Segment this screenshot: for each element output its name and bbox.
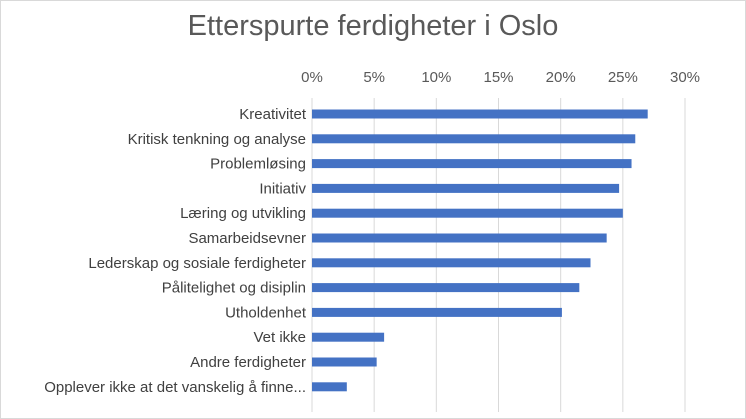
bar	[312, 183, 620, 193]
x-tick-label: 20%	[546, 69, 576, 86]
bar	[312, 283, 580, 293]
bar	[312, 233, 607, 243]
category-label: Samarbeidsevner	[188, 230, 306, 247]
bar	[312, 307, 562, 317]
bar	[312, 109, 648, 119]
category-label: Lederskap og sosiale ferdigheter	[88, 255, 306, 272]
category-label: Kritisk tenkning og analyse	[128, 131, 306, 148]
category-label: Kreativitet	[239, 106, 307, 123]
category-label: Opplever ikke at det vanskelig å finne..…	[44, 379, 306, 396]
bar	[312, 208, 623, 218]
bar	[312, 134, 636, 144]
x-tick-label: 5%	[363, 69, 385, 86]
bar	[312, 357, 377, 367]
category-label: Læring og utvikling	[180, 205, 306, 222]
x-tick-label: 15%	[483, 69, 513, 86]
bar	[312, 382, 347, 392]
category-labels: Kreativitet Kritisk tenkning og analyse Pr…	[44, 106, 307, 396]
x-tick-label: 0%	[301, 69, 323, 86]
x-tick-label: 10%	[421, 69, 451, 86]
category-label: Utholdenhet	[225, 304, 307, 321]
bars	[312, 109, 648, 392]
chart-title: Etterspurte ferdigheter i Oslo	[187, 10, 559, 42]
bar	[312, 332, 385, 342]
x-tick-label: 25%	[608, 69, 638, 86]
category-label: Pålitelighet og disiplin	[162, 280, 306, 297]
gridlines	[311, 98, 686, 412]
x-tick-label: 30%	[670, 69, 700, 86]
category-label: Andre ferdigheter	[190, 354, 306, 371]
category-label: Problemløsing	[210, 156, 306, 173]
category-label: Vet ikke	[253, 329, 306, 346]
bar	[312, 258, 591, 268]
x-axis-ticks: 0% 5% 10% 15% 20% 25% 30%	[301, 69, 700, 86]
category-label: Initiativ	[259, 180, 306, 197]
bar	[312, 159, 632, 169]
